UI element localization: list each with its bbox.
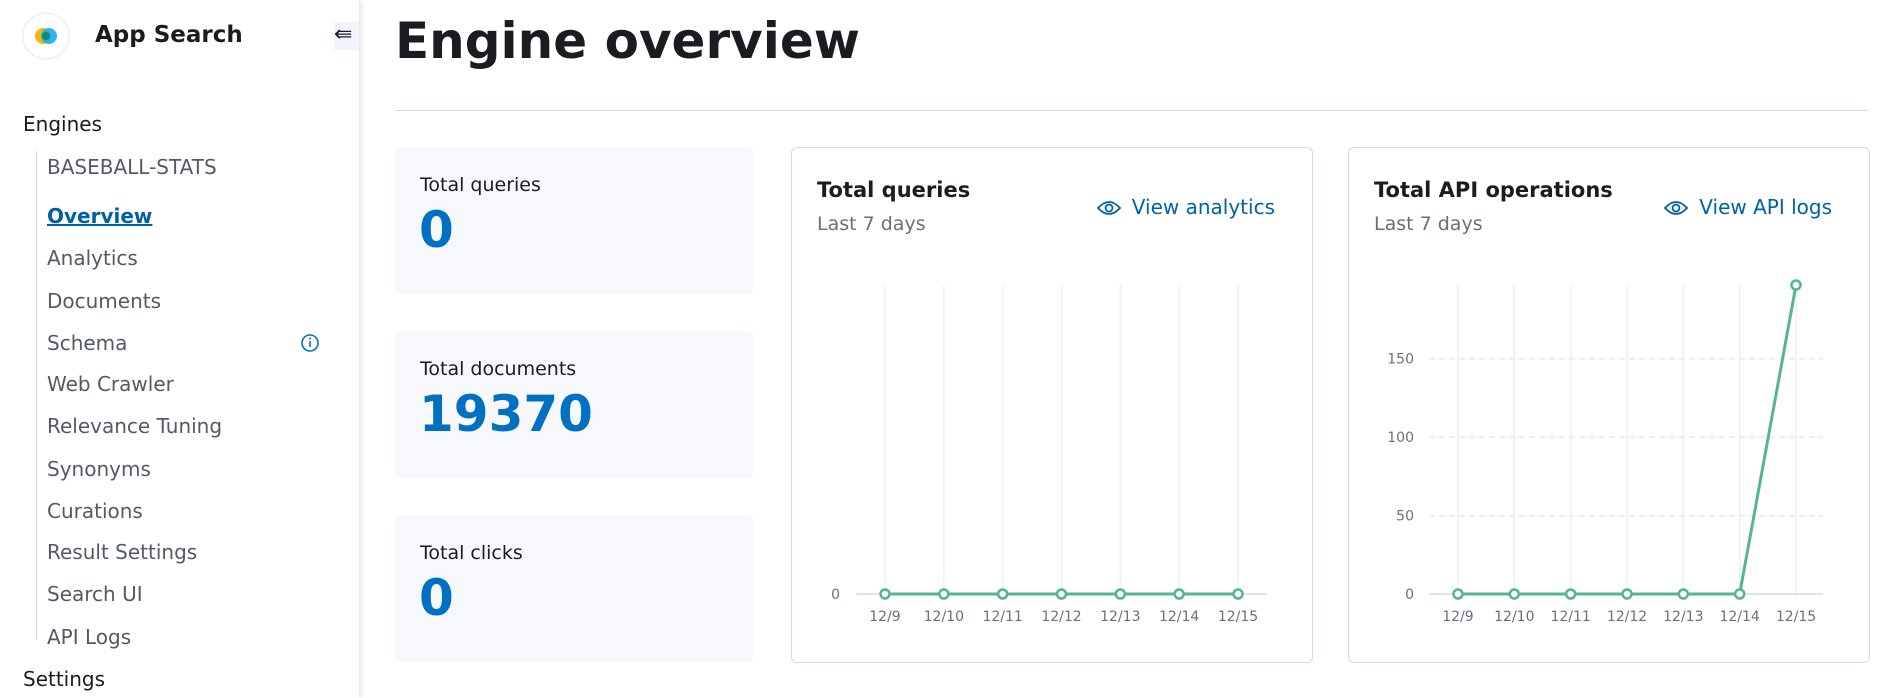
chart-link[interactable]: View API logs	[1663, 195, 1832, 219]
nav-item[interactable]: Search UI	[47, 582, 143, 606]
x-tick-label: 12/14	[1159, 609, 1199, 625]
stat-value: 0	[419, 569, 454, 627]
stat-value: 19370	[419, 385, 593, 443]
point	[996, 588, 1009, 600]
stat-card: Total documents 19370	[395, 331, 753, 478]
point	[1173, 588, 1185, 600]
point	[1055, 588, 1068, 600]
x-tick-label: 12/15	[1776, 609, 1816, 625]
nav-item[interactable]: Analytics	[47, 246, 138, 270]
stat-card: Total queries 0	[395, 147, 753, 294]
stat-label: Total queries	[420, 174, 541, 196]
point	[1232, 588, 1244, 600]
point	[1677, 588, 1690, 600]
point	[1790, 279, 1802, 291]
point	[1564, 588, 1577, 600]
collapse-button[interactable]: ⇚	[334, 22, 359, 50]
nav-item[interactable]: Overview	[47, 204, 153, 228]
y-tick-label: 150	[1387, 352, 1414, 368]
engine-name: BASEBALL-STATS	[47, 155, 217, 179]
chart-subtitle: Last 7 days	[1374, 213, 1483, 235]
x-tick-label: 12/10	[924, 609, 964, 625]
x-tick-label: 12/13	[1100, 609, 1140, 625]
chart-title: Total API operations	[1374, 178, 1613, 202]
point	[1621, 588, 1633, 600]
divider	[395, 110, 1868, 111]
y-tick-label: 0	[1405, 587, 1414, 603]
y-tick-label: 100	[1387, 430, 1414, 446]
stat-label: Total documents	[420, 358, 577, 380]
page-title: Engine overview	[395, 12, 860, 70]
nav-item[interactable]: Documents	[47, 289, 162, 313]
point	[1733, 588, 1746, 600]
x-tick-label: 12/10	[1494, 609, 1534, 625]
stat-value: 0	[419, 201, 454, 259]
point	[1508, 588, 1521, 600]
x-tick-label: 12/12	[1041, 609, 1081, 625]
x-tick-label: 12/15	[1218, 609, 1258, 625]
chart: 12/9 12/10 12/11 12/12 12/13 12/14 12/15 0	[831, 285, 1267, 625]
stat-card: Total clicks 0	[395, 515, 753, 662]
y-tick-label: 50	[1396, 509, 1414, 525]
x-tick-label: 12/14	[1719, 609, 1759, 625]
nav-item[interactable]: Web Crawler	[47, 372, 174, 396]
x-tick-label: 12/13	[1663, 609, 1703, 625]
app-name: App Search	[95, 22, 243, 48]
sidebar: App Search ⇚ Engines BASEBALL-STATS Over…	[0, 0, 359, 698]
nav-item[interactable]: Schema	[47, 331, 128, 355]
nav-item[interactable]: Relevance Tuning	[47, 414, 223, 438]
chart-panel: Total queries Last 7 days View analytics 12…	[791, 147, 1313, 663]
x-tick-label: 12/11	[982, 609, 1022, 625]
chart-link-text[interactable]: View API logs	[1699, 195, 1832, 219]
nav-section[interactable]: Engines	[23, 112, 102, 136]
logo	[22, 12, 70, 60]
stat-label: Total clicks	[420, 542, 523, 564]
point	[938, 588, 950, 600]
point	[1452, 588, 1464, 600]
point	[879, 588, 891, 600]
y-tick-label: 0	[831, 587, 840, 603]
chart-subtitle: Last 7 days	[817, 213, 926, 235]
chart: 12/9 12/10 12/11 12/12 12/13 12/14 12/15 0 50 100…	[1387, 279, 1823, 625]
x-tick-label: 12/11	[1550, 609, 1590, 625]
nav-item[interactable]: Synonyms	[47, 457, 151, 481]
nav-item[interactable]: Curations	[47, 499, 143, 523]
info-icon[interactable]	[300, 333, 320, 353]
point	[1114, 588, 1127, 600]
nav-line	[36, 151, 37, 640]
chart-link-text[interactable]: View analytics	[1131, 195, 1275, 219]
nav-section[interactable]: Settings	[23, 667, 106, 691]
chart-panel: Total API operations Last 7 days View API …	[1348, 147, 1870, 663]
x-tick-label: 12/9	[1442, 609, 1473, 625]
nav-item[interactable]: API Logs	[47, 625, 132, 649]
x-tick-label: 12/12	[1607, 609, 1647, 625]
chart-link[interactable]: View analytics	[1096, 195, 1275, 219]
x-tick-label: 12/9	[869, 609, 900, 625]
chart-title: Total queries	[817, 178, 971, 202]
nav-item[interactable]: Result Settings	[47, 540, 198, 564]
